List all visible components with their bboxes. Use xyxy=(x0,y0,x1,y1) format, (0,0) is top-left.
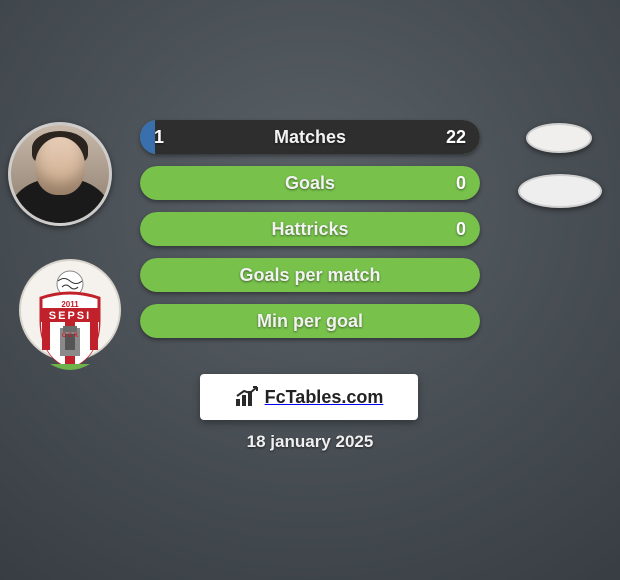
stat-row: Goals per match xyxy=(140,258,480,292)
stat-value-right: 0 xyxy=(456,212,466,246)
stat-value-right: 22 xyxy=(446,120,466,154)
club-crest-left: SEPSI 2011 O S K xyxy=(18,258,122,376)
svg-text:O S K: O S K xyxy=(62,333,79,339)
stat-row: Hattricks0 xyxy=(140,212,480,246)
brand-badge[interactable]: FcTables.com xyxy=(200,374,418,420)
svg-text:2011: 2011 xyxy=(61,300,79,309)
stat-value-left: 1 xyxy=(154,120,164,154)
player-left-avatar xyxy=(8,122,112,226)
stat-bars: Matches122Goals0Hattricks0Goals per matc… xyxy=(140,120,480,350)
svg-text:SEPSI: SEPSI xyxy=(49,310,91,322)
stat-label: Matches xyxy=(140,120,480,154)
stat-label: Hattricks xyxy=(140,212,480,246)
player-right-avatar-b xyxy=(518,174,602,208)
stat-row: Min per goal xyxy=(140,304,480,338)
chart-icon xyxy=(235,386,259,408)
stat-row: Matches1 22 xyxy=(140,120,480,154)
player-right-avatar-a xyxy=(526,123,592,153)
date-text: 18 january 2025 xyxy=(0,432,620,452)
stat-row: Goals0 xyxy=(140,166,480,200)
stat-value-right: 0 xyxy=(456,166,466,200)
stat-label: Goals xyxy=(140,166,480,200)
stat-label: Min per goal xyxy=(140,304,480,338)
brand-text: FcTables.com xyxy=(265,387,384,408)
stat-label: Goals per match xyxy=(140,258,480,292)
